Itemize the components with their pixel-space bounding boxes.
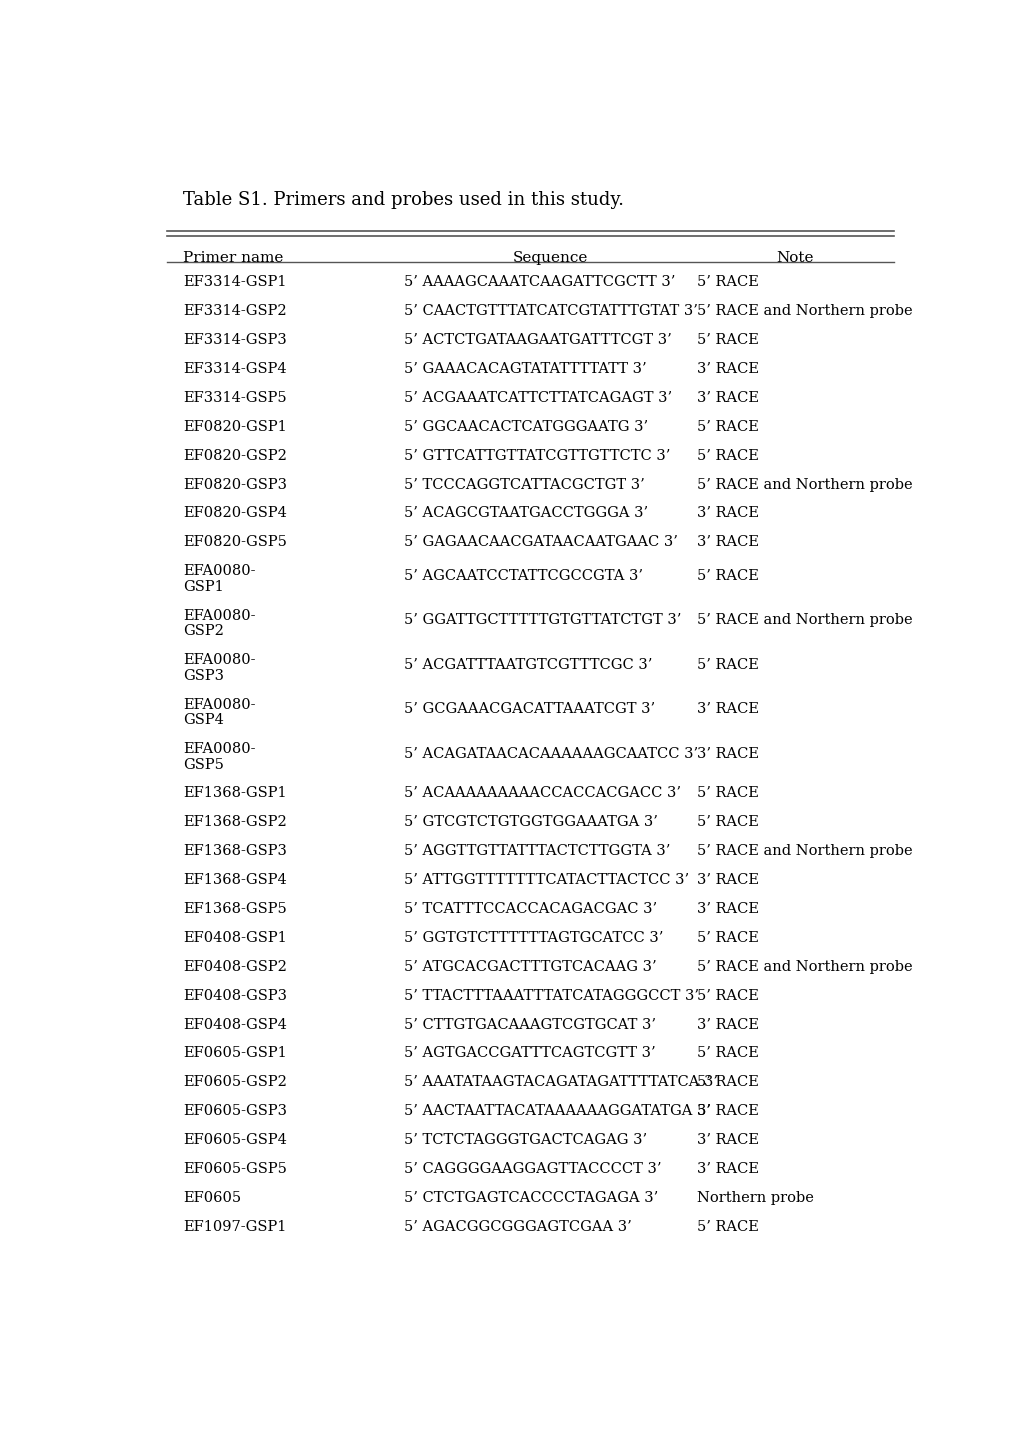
Text: 3’ RACE: 3’ RACE	[696, 362, 758, 377]
Text: 5’ RACE and Northern probe: 5’ RACE and Northern probe	[696, 613, 911, 628]
Text: EF3314-GSP4: EF3314-GSP4	[182, 362, 286, 377]
Text: 5’ GCGAAACGACATTAAATCGT 3’: 5’ GCGAAACGACATTAAATCGT 3’	[404, 703, 654, 716]
Text: Table S1. Primers and probes used in this study.: Table S1. Primers and probes used in thi…	[182, 190, 624, 209]
Text: Primer name: Primer name	[182, 251, 283, 266]
Text: EF0820-GSP1: EF0820-GSP1	[182, 420, 286, 434]
Text: EFA0080-
GSP2: EFA0080- GSP2	[182, 609, 255, 638]
Text: EF3314-GSP3: EF3314-GSP3	[182, 333, 286, 348]
Text: 5’ AGCAATCCTATTCGCCGTA 3’: 5’ AGCAATCCTATTCGCCGTA 3’	[404, 569, 643, 583]
Text: 5’ GGATTGCTTTTTGTGTTATCTGT 3’: 5’ GGATTGCTTTTTGTGTTATCTGT 3’	[404, 613, 681, 628]
Text: 5’ GAGAACAACGATAACAATGAAC 3’: 5’ GAGAACAACGATAACAATGAAC 3’	[404, 535, 678, 550]
Text: EF1368-GSP2: EF1368-GSP2	[182, 815, 286, 830]
Text: EF0820-GSP4: EF0820-GSP4	[182, 506, 286, 521]
Text: 5’ RACE: 5’ RACE	[696, 815, 758, 830]
Text: 5’ RACE: 5’ RACE	[696, 658, 758, 672]
Text: EF1368-GSP1: EF1368-GSP1	[182, 786, 286, 801]
Text: EF0605-GSP3: EF0605-GSP3	[182, 1104, 286, 1118]
Text: EF3314-GSP1: EF3314-GSP1	[182, 276, 286, 290]
Text: 5’ AAATATAAGTACAGATAGATTTTATCA 3’: 5’ AAATATAAGTACAGATAGATTTTATCA 3’	[404, 1075, 717, 1089]
Text: 5’ RACE and Northern probe: 5’ RACE and Northern probe	[696, 844, 911, 859]
Text: 5’ RACE: 5’ RACE	[696, 786, 758, 801]
Text: EF0605-GSP4: EF0605-GSP4	[182, 1133, 286, 1147]
Text: EF0605-GSP1: EF0605-GSP1	[182, 1046, 286, 1061]
Text: EF0820-GSP3: EF0820-GSP3	[182, 478, 286, 492]
Text: 5’ TTACTTTAAATTTATCATAGGGCCT 3’: 5’ TTACTTTAAATTTATCATAGGGCCT 3’	[404, 988, 698, 1003]
Text: EF0820-GSP5: EF0820-GSP5	[182, 535, 286, 550]
Text: EFA0080-
GSP5: EFA0080- GSP5	[182, 742, 255, 772]
Text: 5’ AACTAATTACATAAAAAAGGATATGA 3’: 5’ AACTAATTACATAAAAAAGGATATGA 3’	[404, 1104, 710, 1118]
Text: Note: Note	[775, 251, 813, 266]
Text: Sequence: Sequence	[513, 251, 588, 266]
Text: EF0408-GSP3: EF0408-GSP3	[182, 988, 286, 1003]
Text: EF0408-GSP1: EF0408-GSP1	[182, 931, 286, 945]
Text: 5’ ATTGGTTTTTTTCATACTTACTCC 3’: 5’ ATTGGTTTTTTTCATACTTACTCC 3’	[404, 873, 689, 887]
Text: 5’ ATGCACGACTTTGTCACAAG 3’: 5’ ATGCACGACTTTGTCACAAG 3’	[404, 960, 656, 974]
Text: 5’ GGCAACACTCATGGGAATG 3’: 5’ GGCAACACTCATGGGAATG 3’	[404, 420, 648, 434]
Text: 5’ RACE and Northern probe: 5’ RACE and Northern probe	[696, 960, 911, 974]
Text: EFA0080-
GSP3: EFA0080- GSP3	[182, 654, 255, 683]
Text: EF0605-GSP2: EF0605-GSP2	[182, 1075, 286, 1089]
Text: 5’ AAAAGCAAATCAAGATTCGCTT 3’: 5’ AAAAGCAAATCAAGATTCGCTT 3’	[404, 276, 675, 290]
Text: 3’ RACE: 3’ RACE	[696, 873, 758, 887]
Text: 3’ RACE: 3’ RACE	[696, 746, 758, 760]
Text: EF1368-GSP4: EF1368-GSP4	[182, 873, 286, 887]
Text: 5’ TCTCTAGGGTGACTCAGAG 3’: 5’ TCTCTAGGGTGACTCAGAG 3’	[404, 1133, 647, 1147]
Text: 5’ CAGGGGAAGGAGTTACCCCT 3’: 5’ CAGGGGAAGGAGTTACCCCT 3’	[404, 1162, 661, 1176]
Text: 5’ RACE: 5’ RACE	[696, 449, 758, 463]
Text: 5’ GTTCATTGTTATCGTTGTTCTC 3’: 5’ GTTCATTGTTATCGTTGTTCTC 3’	[404, 449, 669, 463]
Text: 5’ RACE: 5’ RACE	[696, 931, 758, 945]
Text: EF1097-GSP1: EF1097-GSP1	[182, 1219, 286, 1234]
Text: 5’ ACGATTTAATGTCGTTTCGC 3’: 5’ ACGATTTAATGTCGTTTCGC 3’	[404, 658, 652, 672]
Text: 5’ GAAACACAGTATATTTTATT 3’: 5’ GAAACACAGTATATTTTATT 3’	[404, 362, 646, 377]
Text: Northern probe: Northern probe	[696, 1190, 813, 1205]
Text: 5’ TCCCAGGTCATTACGCTGT 3’: 5’ TCCCAGGTCATTACGCTGT 3’	[404, 478, 644, 492]
Text: 5’ RACE: 5’ RACE	[696, 988, 758, 1003]
Text: 5’ TCATTTCCACCACAGACGAC 3’: 5’ TCATTTCCACCACAGACGAC 3’	[404, 902, 656, 916]
Text: 5’ ACAAAAAAAAACCACCACGACC 3’: 5’ ACAAAAAAAAACCACCACGACC 3’	[404, 786, 681, 801]
Text: 5’ CTCTGAGTCACCCCTAGAGA 3’: 5’ CTCTGAGTCACCCCTAGAGA 3’	[404, 1190, 658, 1205]
Text: 5’ RACE: 5’ RACE	[696, 1046, 758, 1061]
Text: 5’ RACE: 5’ RACE	[696, 333, 758, 348]
Text: EF3314-GSP5: EF3314-GSP5	[182, 391, 286, 405]
Text: 5’ ACAGATAACACAAAAAAGCAATCC 3’: 5’ ACAGATAACACAAAAAAGCAATCC 3’	[404, 746, 698, 760]
Text: EF0820-GSP2: EF0820-GSP2	[182, 449, 286, 463]
Text: 3’ RACE: 3’ RACE	[696, 535, 758, 550]
Text: 5’ GTCGTCTGTGGTGGAAATGA 3’: 5’ GTCGTCTGTGGTGGAAATGA 3’	[404, 815, 657, 830]
Text: 5’ RACE: 5’ RACE	[696, 569, 758, 583]
Text: 5’ RACE: 5’ RACE	[696, 276, 758, 290]
Text: 5’ RACE and Northern probe: 5’ RACE and Northern probe	[696, 478, 911, 492]
Text: 5’ CAACTGTTTATCATCGTATTTGTAT 3’: 5’ CAACTGTTTATCATCGTATTTGTAT 3’	[404, 304, 697, 319]
Text: EF1368-GSP3: EF1368-GSP3	[182, 844, 286, 859]
Text: 5’ RACE: 5’ RACE	[696, 1104, 758, 1118]
Text: 3’ RACE: 3’ RACE	[696, 703, 758, 716]
Text: EF0605-GSP5: EF0605-GSP5	[182, 1162, 286, 1176]
Text: EFA0080-
GSP1: EFA0080- GSP1	[182, 564, 255, 595]
Text: EF1368-GSP5: EF1368-GSP5	[182, 902, 286, 916]
Text: 3’ RACE: 3’ RACE	[696, 391, 758, 405]
Text: 5’ AGGTTGTTATTTACTCTTGGTA 3’: 5’ AGGTTGTTATTTACTCTTGGTA 3’	[404, 844, 669, 859]
Text: 5’ ACAGCGTAATGACCTGGGA 3’: 5’ ACAGCGTAATGACCTGGGA 3’	[404, 506, 648, 521]
Text: 5’ AGTGACCGATTTCAGTCGTT 3’: 5’ AGTGACCGATTTCAGTCGTT 3’	[404, 1046, 655, 1061]
Text: 5’ RACE and Northern probe: 5’ RACE and Northern probe	[696, 304, 911, 319]
Text: 3’ RACE: 3’ RACE	[696, 506, 758, 521]
Text: 3’ RACE: 3’ RACE	[696, 902, 758, 916]
Text: 5’ GGTGTCTTTTTTAGTGCATCC 3’: 5’ GGTGTCTTTTTTAGTGCATCC 3’	[404, 931, 663, 945]
Text: EF0408-GSP2: EF0408-GSP2	[182, 960, 286, 974]
Text: EF0605: EF0605	[182, 1190, 240, 1205]
Text: 5’ RACE: 5’ RACE	[696, 1075, 758, 1089]
Text: 3’ RACE: 3’ RACE	[696, 1133, 758, 1147]
Text: 5’ AGACGGCGGGAGTCGAA 3’: 5’ AGACGGCGGGAGTCGAA 3’	[404, 1219, 632, 1234]
Text: 3’ RACE: 3’ RACE	[696, 1017, 758, 1032]
Text: EF0408-GSP4: EF0408-GSP4	[182, 1017, 286, 1032]
Text: 5’ ACTCTGATAAGAATGATTTCGT 3’: 5’ ACTCTGATAAGAATGATTTCGT 3’	[404, 333, 672, 348]
Text: 5’ RACE: 5’ RACE	[696, 420, 758, 434]
Text: EFA0080-
GSP4: EFA0080- GSP4	[182, 697, 255, 727]
Text: 5’ RACE: 5’ RACE	[696, 1219, 758, 1234]
Text: EF3314-GSP2: EF3314-GSP2	[182, 304, 286, 319]
Text: 5’ CTTGTGACAAAGTCGTGCAT 3’: 5’ CTTGTGACAAAGTCGTGCAT 3’	[404, 1017, 655, 1032]
Text: 5’ ACGAAATCATTCTTATCAGAGT 3’: 5’ ACGAAATCATTCTTATCAGAGT 3’	[404, 391, 672, 405]
Text: 3’ RACE: 3’ RACE	[696, 1162, 758, 1176]
